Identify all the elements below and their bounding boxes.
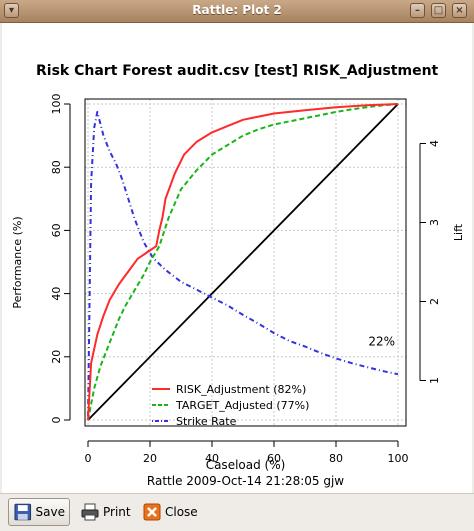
x-tick-label: 40 xyxy=(205,452,219,465)
plot-area: Risk Chart Forest audit.csv [test] RISK_… xyxy=(2,23,472,493)
maximize-icon[interactable]: □ xyxy=(431,3,446,18)
y-tick-label: 100 xyxy=(50,94,63,115)
y2-tick-label: 1 xyxy=(428,377,441,384)
y2-axis-label: Lift xyxy=(452,223,465,241)
toolbar: Save Print Close xyxy=(0,493,474,531)
y-tick-label: 80 xyxy=(50,160,63,174)
window-title: Rattle: Plot 2 xyxy=(192,3,282,17)
close-icon xyxy=(143,503,161,521)
legend-entry: TARGET_Adjusted (77%) xyxy=(175,399,309,412)
print-label: Print xyxy=(103,505,131,519)
legend-entry: RISK_Adjustment (82%) xyxy=(176,383,306,396)
window-menu-icon[interactable]: ▾ xyxy=(4,3,19,18)
x-axis-label: Caseload (%) xyxy=(206,458,286,472)
print-button[interactable]: Print xyxy=(76,498,136,526)
chart-title: Risk Chart Forest audit.csv [test] RISK_… xyxy=(36,63,439,79)
save-label: Save xyxy=(35,505,65,519)
x-tick-label: 60 xyxy=(267,452,281,465)
series-line-target-adjusted xyxy=(87,103,399,421)
y-axis-label: Performance (%) xyxy=(11,216,24,308)
floppy-disk-icon xyxy=(14,503,32,521)
x-tick-label: 80 xyxy=(329,452,343,465)
y-tick-label: 20 xyxy=(50,350,63,364)
x-tick-label: 20 xyxy=(143,452,157,465)
printer-icon xyxy=(81,503,99,521)
y-tick-label: 60 xyxy=(50,223,63,237)
y2-tick-label: 2 xyxy=(428,298,441,305)
y2-tick-label: 4 xyxy=(428,140,441,147)
minimize-icon[interactable]: – xyxy=(410,3,425,18)
window-titlebar: ▾ Rattle: Plot 2 – □ × xyxy=(0,0,474,23)
series-line-strike-rate xyxy=(87,110,399,421)
risk-chart: Risk Chart Forest audit.csv [test] RISK_… xyxy=(11,63,465,488)
chart-subtitle: Rattle 2009-Oct-14 21:28:05 gjw xyxy=(147,474,344,488)
x-tick-label: 100 xyxy=(388,452,409,465)
y-tick-label: 40 xyxy=(50,287,63,301)
y-tick-label: 0 xyxy=(50,417,63,424)
series-line-risk-adjustment xyxy=(87,103,399,421)
x-tick-label: 0 xyxy=(85,452,92,465)
close-label: Close xyxy=(165,505,198,519)
plot-box xyxy=(84,98,407,427)
close-button[interactable]: Close xyxy=(138,498,202,526)
close-window-icon[interactable]: × xyxy=(452,3,467,18)
save-button[interactable]: Save xyxy=(8,498,70,526)
strike-rate-annotation: 22% xyxy=(368,334,395,348)
series-line-baseline xyxy=(87,103,399,421)
legend-entry: Strike Rate xyxy=(176,415,237,428)
y2-tick-label: 3 xyxy=(428,219,441,226)
